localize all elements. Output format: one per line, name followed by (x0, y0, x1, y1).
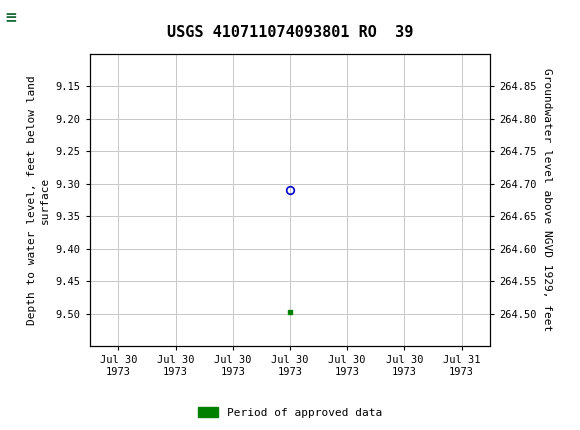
Text: USGS 410711074093801 RO  39: USGS 410711074093801 RO 39 (167, 25, 413, 40)
Bar (3, 3, 35, 32)
Y-axis label: Groundwater level above NGVD 1929, feet: Groundwater level above NGVD 1929, feet (542, 68, 552, 332)
Text: USGS: USGS (19, 10, 66, 25)
Text: ≡: ≡ (5, 10, 17, 25)
Y-axis label: Depth to water level, feet below land
surface: Depth to water level, feet below land su… (27, 75, 50, 325)
Legend: Period of approved data: Period of approved data (194, 403, 386, 422)
